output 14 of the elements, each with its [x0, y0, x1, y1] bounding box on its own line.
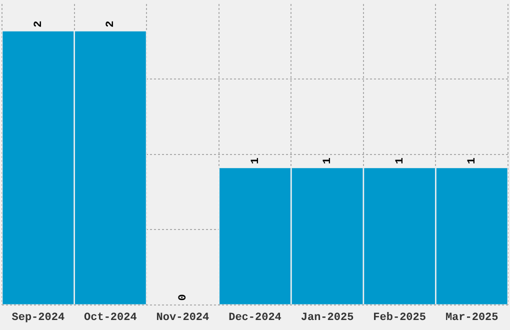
x-tick-label: Dec-2024 [228, 312, 282, 324]
data-label: 1 [466, 157, 479, 164]
x-tick-label: Sep-2024 [12, 312, 65, 324]
x-tick-label: Oct-2024 [84, 312, 138, 324]
data-label: 2 [105, 20, 118, 28]
data-label: 1 [250, 157, 262, 164]
data-label: 1 [394, 157, 406, 164]
x-tick-label: Nov-2024 [156, 312, 210, 324]
data-label: 1 [322, 157, 334, 164]
data-label: 2 [32, 20, 45, 28]
data-label: 0 [177, 294, 190, 301]
x-tick-label: Feb-2025 [373, 312, 426, 324]
x-tick-label: Mar-2025 [445, 312, 499, 324]
x-tick-label: Jan-2025 [300, 312, 354, 324]
